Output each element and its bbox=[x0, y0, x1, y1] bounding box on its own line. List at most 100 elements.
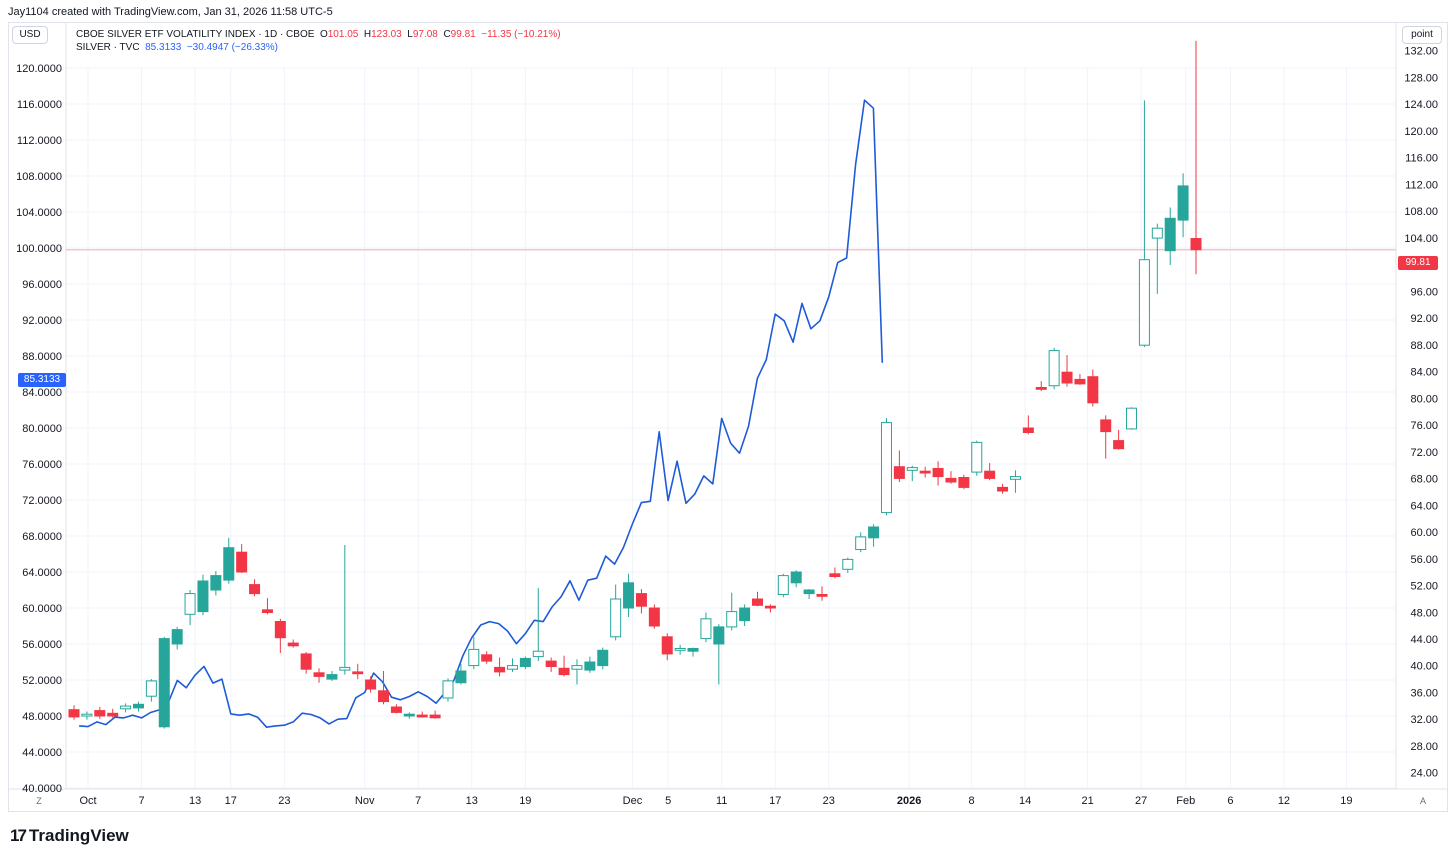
candle-body bbox=[1087, 376, 1099, 404]
candle bbox=[829, 567, 841, 579]
candle bbox=[1177, 173, 1189, 238]
right-axis-tick: 52.00 bbox=[1410, 581, 1438, 593]
main-series-legend[interactable]: CBOE SILVER ETF VOLATILITY INDEX · 1D · … bbox=[76, 29, 561, 40]
right-axis-tick: 96.00 bbox=[1410, 286, 1438, 298]
left-scale-currency-button[interactable]: USD bbox=[12, 26, 48, 44]
candle bbox=[120, 703, 132, 713]
right-axis-tick: 120.00 bbox=[1404, 126, 1438, 138]
candle-body bbox=[1061, 371, 1073, 384]
brand: 17 TradingView bbox=[10, 826, 129, 846]
legend-open-label: O bbox=[319, 29, 328, 40]
candle-body bbox=[390, 706, 402, 713]
candle bbox=[674, 644, 686, 655]
candle-body bbox=[545, 660, 557, 667]
right-axis-tick: 48.00 bbox=[1410, 607, 1438, 619]
right-axis-tick: 28.00 bbox=[1410, 741, 1438, 753]
candle-body bbox=[403, 713, 415, 717]
candle bbox=[713, 624, 725, 685]
candle-body bbox=[777, 575, 789, 595]
left-axis-tick: 96.0000 bbox=[22, 279, 62, 291]
right-axis-tick: 44.00 bbox=[1410, 634, 1438, 646]
candle-body bbox=[481, 654, 493, 662]
candle-body bbox=[816, 594, 828, 597]
candle bbox=[236, 544, 248, 573]
candle-body bbox=[932, 468, 944, 478]
time-axis-tick: 12 bbox=[1278, 795, 1290, 807]
candle bbox=[868, 524, 880, 547]
candle-body bbox=[855, 536, 867, 551]
candle-body bbox=[313, 672, 325, 677]
candle-body bbox=[236, 551, 248, 573]
candle-body bbox=[94, 710, 106, 717]
candle bbox=[249, 579, 261, 597]
time-axis-tick: Feb bbox=[1176, 795, 1195, 807]
candle bbox=[558, 655, 570, 677]
candle-body bbox=[790, 571, 802, 584]
overlay-series-change: −30.4947 (−26.33%) bbox=[186, 42, 279, 53]
right-scale-unit-button[interactable]: point bbox=[1402, 26, 1442, 44]
candle-body bbox=[958, 477, 970, 488]
candle-body bbox=[597, 649, 609, 667]
candle bbox=[945, 471, 957, 484]
candle bbox=[107, 708, 119, 718]
candle bbox=[880, 418, 892, 516]
time-axis-tick: 7 bbox=[415, 795, 421, 807]
candle-body bbox=[661, 636, 673, 655]
zoom-button[interactable]: Z bbox=[30, 793, 48, 809]
candle-body bbox=[145, 680, 157, 697]
candle bbox=[455, 663, 467, 685]
left-axis-tick: 84.0000 bbox=[22, 387, 62, 399]
candle bbox=[726, 592, 738, 631]
left-axis-tick: 112.0000 bbox=[17, 135, 62, 147]
candle-body bbox=[1100, 419, 1112, 433]
candle bbox=[1061, 355, 1073, 387]
left-axis-tick: 68.0000 bbox=[22, 531, 62, 543]
brand-name: TradingView bbox=[28, 826, 129, 845]
candle bbox=[803, 589, 815, 599]
candle-body bbox=[506, 665, 518, 670]
candle bbox=[416, 711, 428, 718]
silver-line bbox=[79, 99, 884, 729]
candle-body bbox=[468, 648, 480, 667]
overlay-last-value-badge: 85.3133 bbox=[18, 373, 66, 387]
time-axis-tick: 13 bbox=[189, 795, 201, 807]
auto-scale-button[interactable]: A bbox=[1414, 793, 1432, 809]
overlay-series-legend[interactable]: SILVER · TVC 85.3133 −30.4947 (−26.33%) bbox=[76, 42, 278, 53]
right-axis-tick: 132.00 bbox=[1404, 46, 1438, 58]
left-axis-tick: 80.0000 bbox=[22, 423, 62, 435]
candle-body bbox=[68, 709, 80, 718]
candle bbox=[261, 598, 273, 615]
candle-body bbox=[764, 605, 776, 609]
candle bbox=[532, 588, 544, 662]
candle-body bbox=[1190, 238, 1202, 251]
candle-body bbox=[623, 582, 635, 609]
candle bbox=[184, 590, 196, 626]
candle bbox=[300, 652, 312, 674]
candle-body bbox=[132, 703, 144, 709]
candle-body bbox=[1164, 217, 1176, 252]
left-axis-tick: 100.0000 bbox=[16, 243, 62, 255]
candle bbox=[623, 573, 635, 617]
overlay-series-name: SILVER · TVC bbox=[76, 42, 140, 53]
time-axis-tick: 27 bbox=[1135, 795, 1147, 807]
candle-body bbox=[752, 598, 764, 606]
candle-body bbox=[803, 589, 815, 595]
candle-body bbox=[906, 467, 918, 471]
candle-body bbox=[287, 642, 299, 647]
candle bbox=[571, 659, 583, 685]
candle-body bbox=[1113, 440, 1125, 450]
candle bbox=[158, 636, 170, 729]
candle-body bbox=[1138, 259, 1150, 346]
candle-body bbox=[81, 713, 93, 717]
right-axis-tick: 108.00 bbox=[1404, 206, 1438, 218]
left-axis-tick: 76.0000 bbox=[22, 459, 62, 471]
candle-body bbox=[713, 626, 725, 645]
legend-open-value: 101.05 bbox=[327, 29, 359, 40]
legend-high-label: H bbox=[363, 29, 372, 40]
candle bbox=[274, 618, 286, 653]
left-axis-tick: 108.0000 bbox=[16, 171, 62, 183]
right-axis: 24.00 28.00 32.00 36.00 40.00 44.00 48.00 52.00… bbox=[1404, 46, 1438, 780]
candle-body bbox=[842, 558, 854, 570]
tradingview-logo-icon: 17 bbox=[10, 826, 27, 845]
